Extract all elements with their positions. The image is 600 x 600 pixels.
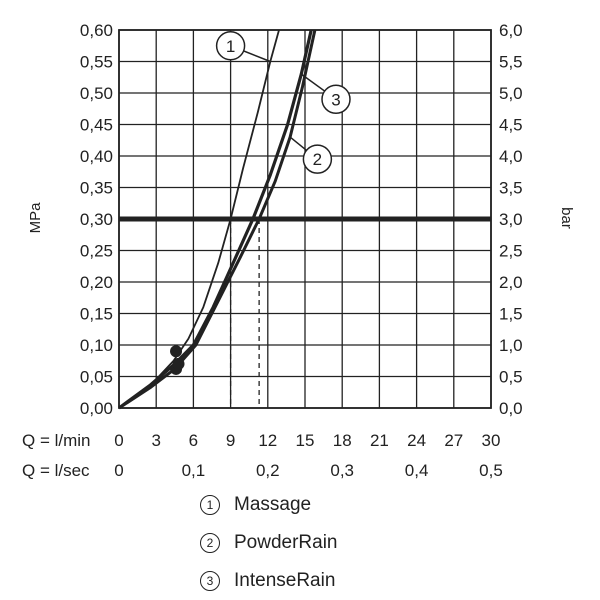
legend-item-massage: 1 Massage [200, 486, 338, 524]
left-tick-label: 0,30 [80, 210, 113, 229]
right-tick-label: 4,0 [499, 147, 523, 166]
drop-lines [229, 219, 260, 408]
left-tick-label: 0,35 [80, 179, 113, 198]
x-tick-lmin: 12 [258, 431, 277, 450]
marker-number: 2 [313, 150, 322, 169]
marker-number: 3 [331, 90, 340, 109]
circled-number-3-icon: 3 [200, 571, 220, 591]
series-markers: 1 2 3 [215, 31, 351, 174]
right-tick-label: 2,0 [499, 273, 523, 292]
right-tick-label: 3,5 [499, 179, 523, 198]
right-tick-label: 1,0 [499, 336, 523, 355]
left-tick-label: 0,50 [80, 84, 113, 103]
marker-circle [215, 31, 246, 61]
x-tick-lmin: 21 [370, 431, 389, 450]
circled-number-1-icon: 1 [200, 495, 220, 515]
right-tick-label: 5,0 [499, 84, 523, 103]
legend-item-powderrain: 2 PowderRain [200, 524, 338, 562]
right-tick-label: 0,0 [499, 399, 523, 418]
x-tick-lmin: 27 [444, 431, 463, 450]
series-line-intenserain [118, 29, 313, 410]
x-tick-lmin: 24 [407, 431, 426, 450]
x-tick-lmin: 18 [333, 431, 352, 450]
series-point-massage [170, 345, 183, 358]
marker-circle [302, 144, 333, 174]
left-axis-title: MPa [27, 202, 44, 234]
legend-label: IntenseRain [234, 570, 336, 591]
left-tick-label: 0,00 [80, 399, 113, 418]
left-axis-ticks: 0,00 0,05 0,10 0,15 0,20 0,25 0,30 0,35 0,40 0,45… [80, 21, 113, 418]
legend-label: Massage [234, 494, 312, 515]
right-axis-ticks: 0,0 0,5 1,0 1,5 2,0 2,5 3,0 3,5 4,0 4,5 5,0 5,5 6,0 [499, 21, 523, 418]
x-tick-lmin: 15 [296, 431, 315, 450]
left-tick-label: 0,25 [80, 242, 113, 261]
x-axis-ticks: 0 3 6 9 12 15 18 21 24 27 30 0 0,1 0,2 0,3 0,4 0,5 [114, 431, 503, 480]
x-tick-lmin: 6 [189, 431, 198, 450]
left-tick-label: 0,60 [80, 21, 113, 40]
series-group [118, 29, 317, 410]
right-tick-label: 1,5 [499, 305, 523, 324]
x-tick-lsec: 0,1 [182, 461, 206, 480]
x-tick-lmin: 0 [114, 431, 123, 450]
right-tick-label: 6,0 [499, 21, 523, 40]
x-tick-lmin: 3 [151, 431, 160, 450]
series-point-intenserain [172, 357, 185, 370]
x-tick-lsec: 0,4 [405, 461, 429, 480]
x-axis-lmin-title: Q = l/min [22, 431, 91, 450]
flow-pressure-chart: 123 0,000,050,100,150,200,250,300,350,40… [22, 21, 575, 480]
left-tick-label: 0,40 [80, 147, 113, 166]
left-tick-label: 0,15 [80, 305, 113, 324]
right-tick-label: 5,5 [499, 53, 523, 72]
legend-label: PowderRain [234, 532, 338, 553]
x-tick-lsec: 0,3 [330, 461, 354, 480]
left-tick-label: 0,20 [80, 273, 113, 292]
right-tick-label: 2,5 [499, 242, 523, 261]
left-tick-label: 0,55 [80, 53, 113, 72]
circled-number-2-icon: 2 [200, 533, 220, 553]
x-axis-lsec-title: Q = l/sec [22, 461, 90, 480]
right-tick-label: 3,0 [499, 210, 523, 229]
x-tick-lmin: 30 [482, 431, 501, 450]
legend-item-intenserain: 3 IntenseRain [200, 562, 338, 600]
right-tick-label: 0,5 [499, 368, 523, 387]
x-tick-lsec: 0,5 [479, 461, 503, 480]
x-tick-lmin: 9 [226, 431, 235, 450]
left-tick-label: 0,05 [80, 368, 113, 387]
marker-number: 1 [226, 37, 235, 56]
x-tick-lsec: 0,2 [256, 461, 280, 480]
marker-circle [321, 84, 351, 115]
legend: 1 Massage 2 PowderRain 3 IntenseRain [200, 486, 338, 600]
series-line-massage [118, 29, 280, 409]
left-tick-label: 0,45 [80, 116, 113, 135]
x-tick-lsec: 0 [114, 461, 123, 480]
left-tick-label: 0,10 [80, 336, 113, 355]
right-tick-label: 4,5 [499, 116, 523, 135]
series-line-powderrain [118, 29, 317, 410]
right-axis-title: bar [558, 207, 575, 229]
